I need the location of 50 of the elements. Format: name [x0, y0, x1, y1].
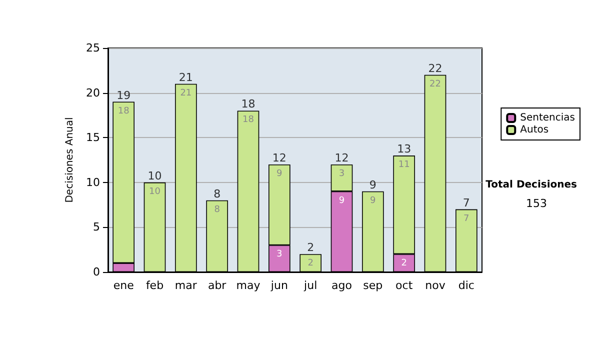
legend-label: Autos: [520, 124, 549, 136]
total-label: 9: [369, 178, 376, 192]
total-label: 12: [334, 151, 349, 164]
data-label: 7: [464, 214, 470, 224]
total-label: 7: [462, 196, 470, 210]
x-tick-label: ago: [332, 279, 352, 292]
total-label: 10: [148, 169, 162, 182]
y-tick-label: 0: [93, 266, 100, 278]
total-label: 19: [116, 88, 131, 102]
x-tick-label: feb: [146, 279, 164, 292]
data-label: 2: [308, 258, 314, 269]
data-label: 18: [242, 115, 254, 126]
legend-label: Sentencias: [520, 112, 576, 124]
y-tick-label: 10: [86, 176, 100, 189]
data-label: 3: [276, 250, 282, 260]
data-label: 22: [430, 79, 441, 90]
data-label: 10: [149, 186, 161, 197]
y-axis-title: Decisiones Anual: [64, 117, 76, 203]
data-label: 9: [276, 168, 283, 179]
text: 153: [526, 197, 548, 210]
x-tick-label: nov: [425, 279, 446, 292]
x-tick-label: dic: [458, 279, 474, 292]
total-label: 12: [272, 151, 286, 164]
data-label: 9: [338, 196, 345, 206]
total-label: 2: [307, 241, 314, 254]
total-label: 21: [178, 70, 193, 84]
total-label: 8: [214, 187, 221, 200]
total-label: 22: [428, 62, 442, 75]
data-label: 11: [398, 160, 410, 170]
x-tick-label: abr: [208, 279, 227, 292]
data-label: 9: [370, 196, 376, 206]
data-label: 8: [214, 204, 220, 215]
x-tick-label: sep: [363, 279, 383, 292]
data-label: 2: [401, 258, 407, 269]
x-tick-label: may: [236, 279, 261, 292]
total-label: 18: [241, 98, 256, 111]
y-tick-label: 20: [86, 86, 100, 100]
y-tick-label: 15: [86, 131, 100, 144]
data-label: 3: [338, 168, 345, 179]
total-label: 13: [397, 142, 412, 156]
x-tick-label: mar: [174, 279, 198, 292]
x-tick-label: jul: [303, 279, 318, 292]
data-label: 21: [180, 88, 192, 98]
data-label: 18: [118, 106, 130, 116]
y-tick-label: 25: [86, 42, 100, 54]
y-tick-label: 5: [93, 220, 100, 234]
x-tick-label: jun: [270, 279, 288, 292]
x-tick-label: oct: [396, 279, 414, 292]
x-tick-label: ene: [113, 279, 134, 292]
text: Total Decisiones: [486, 180, 578, 190]
